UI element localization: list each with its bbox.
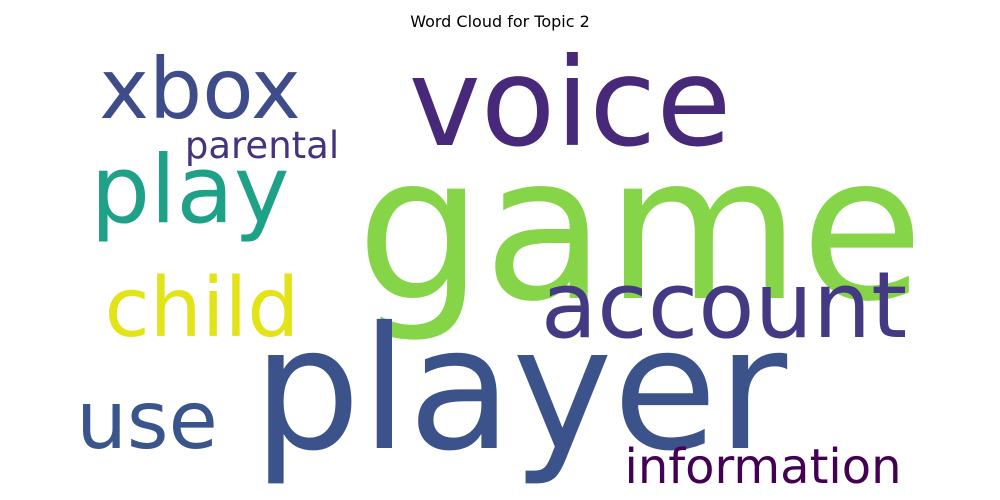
word-voice: voice xyxy=(409,32,732,174)
chart-title: Word Cloud for Topic 2 xyxy=(410,12,590,31)
word-play: play xyxy=(90,136,289,245)
word-information: information xyxy=(624,439,901,495)
word-xbox: xbox xyxy=(99,40,301,138)
word-account: account xyxy=(541,252,908,359)
word-player: player xyxy=(253,291,788,489)
word-parental: parental xyxy=(185,124,339,167)
word-child: child xyxy=(105,261,300,356)
word-game: game xyxy=(356,113,923,346)
word-use: use xyxy=(76,374,218,467)
